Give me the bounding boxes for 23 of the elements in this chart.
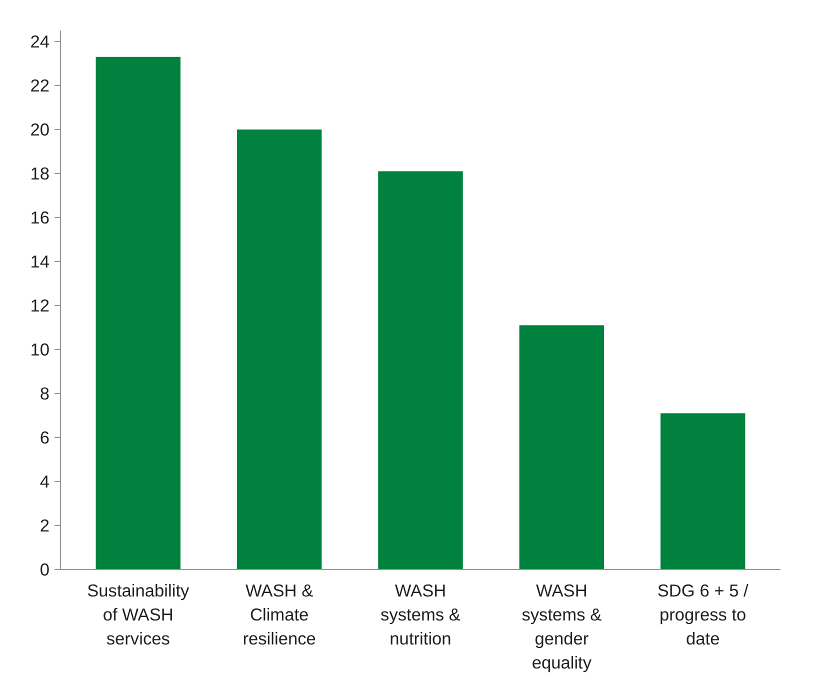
y-tick-label: 14 [30, 252, 50, 272]
y-tick-label: 8 [40, 384, 50, 404]
bar [236, 130, 322, 570]
bar [96, 56, 180, 570]
bar [378, 171, 463, 570]
y-tick-label: 6 [40, 428, 50, 448]
y-tick-label: 20 [30, 120, 50, 140]
y-tick-label: 4 [40, 472, 50, 492]
bar [660, 413, 746, 570]
x-tick-label: WASH & Climate resilience [242, 580, 316, 648]
y-tick-label: 18 [30, 164, 50, 184]
y-tick-label: 16 [30, 208, 50, 228]
x-tick-label: WASH systems & nutrition [380, 580, 461, 648]
x-tick-label: SDG 6 + 5 / progress to date [657, 580, 749, 648]
x-tick-label: Sustainability of WASH services [87, 580, 190, 648]
y-tick-label: 22 [30, 76, 50, 96]
bar [519, 325, 604, 570]
y-tick-label: 2 [40, 516, 50, 536]
y-tick-label: 0 [40, 560, 50, 580]
y-tick-label: 12 [30, 296, 50, 316]
x-tick-label: WASH systems & gender equality [522, 580, 602, 672]
y-tick-label: 10 [30, 340, 50, 360]
y-tick-label: 24 [30, 32, 50, 52]
